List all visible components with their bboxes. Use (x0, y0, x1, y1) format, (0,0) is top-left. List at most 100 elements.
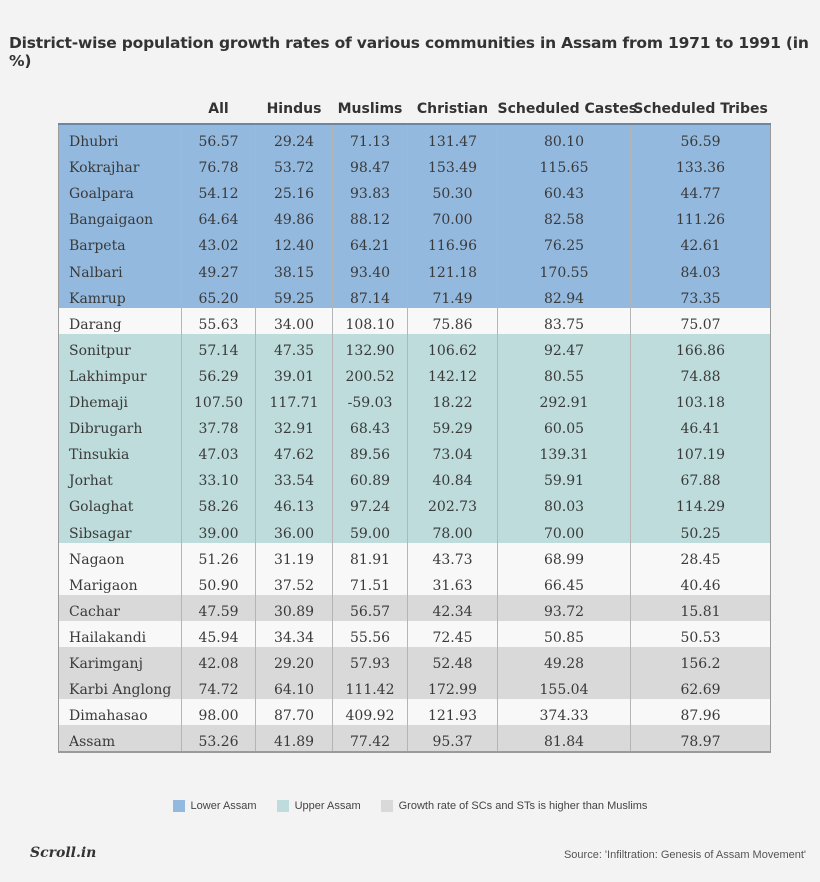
district-name-cell: Kamrup (58, 281, 182, 308)
value-cell: 166.86 (630, 333, 771, 360)
value-cell: 65.20 (181, 281, 256, 308)
value-cell: 29.20 (255, 646, 333, 673)
table-row: Lakhimpur 56.29 39.01 200.52 142.12 80.55 74.8… (58, 359, 771, 386)
value-cell: 76.25 (497, 229, 631, 256)
value-cell: 36.00 (255, 516, 333, 543)
value-cell: 155.04 (497, 672, 631, 700)
value-cell: 71.49 (407, 281, 498, 308)
value-cell: 83.75 (497, 307, 631, 334)
value-cell: 56.29 (181, 359, 256, 386)
district-name-cell: Dibrugarh (58, 412, 182, 439)
value-cell: 131.47 (407, 122, 498, 152)
value-cell: 29.24 (255, 122, 333, 152)
value-cell: 95.37 (407, 725, 498, 754)
district-name-cell: Lakhimpur (58, 359, 182, 386)
value-cell: 50.25 (630, 516, 771, 543)
table-row: Kamrup 65.20 59.25 87.14 71.49 82.94 73.35 (58, 281, 771, 308)
table-row: Darang 55.63 34.00 108.10 75.86 83.75 75.07 (58, 307, 771, 334)
table-row: Dibrugarh 37.78 32.91 68.43 59.29 60.05 46.41 (58, 412, 771, 439)
value-cell: 37.52 (255, 568, 333, 595)
legend-item: Upper Assam (276, 800, 361, 813)
value-cell: 50.30 (407, 177, 498, 204)
district-name-cell: Tinsukia (58, 438, 182, 465)
value-cell: 74.72 (181, 672, 256, 700)
value-cell: 108.10 (332, 307, 408, 334)
column-header: Scheduled Tribes (633, 101, 768, 117)
table-row: Goalpara 54.12 25.16 93.83 50.30 60.43 44.77 (58, 177, 771, 204)
value-cell: 33.10 (181, 464, 256, 491)
legend-swatch (276, 800, 289, 813)
column-header: All (208, 101, 229, 117)
table-row: Sonitpur 57.14 47.35 132.90 106.62 92.47 166.8… (58, 333, 771, 360)
value-cell: 56.57 (181, 122, 256, 152)
legend-label: Growth rate of SCs and STs is higher tha… (398, 800, 648, 813)
data-table: All Hindus Muslims Christian Scheduled Caste… (58, 95, 771, 754)
value-cell: 55.63 (181, 307, 256, 334)
district-name-cell: Jorhat (58, 464, 182, 491)
value-cell: 111.42 (332, 672, 408, 700)
value-cell: 60.43 (497, 177, 631, 204)
value-cell: 68.99 (497, 542, 631, 569)
value-cell: 77.42 (332, 725, 408, 754)
district-name-cell: Kokrajhar (58, 151, 182, 178)
chart-title: District-wise population growth rates of… (9, 34, 809, 70)
value-cell: 82.94 (497, 281, 631, 308)
value-cell: 64.21 (332, 229, 408, 256)
district-name-cell: Marigaon (58, 568, 182, 595)
legend-swatch (380, 800, 393, 813)
value-cell: 202.73 (407, 490, 498, 517)
value-cell: 121.18 (407, 255, 498, 282)
source-note: Source: 'Infiltration: Genesis of Assam … (563, 849, 806, 861)
table-row: Karimganj 42.08 29.20 57.93 52.48 49.28 156.2 (58, 646, 771, 673)
value-cell: 53.26 (181, 725, 256, 754)
table-row: Dimahasao 98.00 87.70 409.92 121.93 374.33 87.… (58, 699, 771, 726)
value-cell: 42.08 (181, 646, 256, 673)
value-cell: 15.81 (630, 594, 771, 621)
value-cell: 74.88 (630, 359, 771, 386)
district-name-cell: Assam (58, 725, 182, 754)
table-row: Karbi Anglong 74.72 64.10 111.42 172.99 155.0… (58, 672, 771, 700)
value-cell: 70.00 (497, 516, 631, 543)
table-row: Barpeta 43.02 12.40 64.21 116.96 76.25 42.61 (58, 229, 771, 256)
value-cell: 46.13 (255, 490, 333, 517)
value-cell: 88.12 (332, 203, 408, 230)
value-cell: 40.46 (630, 568, 771, 595)
value-cell: 117.71 (255, 385, 333, 413)
value-cell: 87.70 (255, 699, 333, 726)
value-cell: 42.34 (407, 594, 498, 621)
table-row: Nalbari 49.27 38.15 93.40 121.18 170.55 84.03 (58, 255, 771, 282)
value-cell: 49.27 (181, 255, 256, 282)
table-row: Sibsagar 39.00 36.00 59.00 78.00 70.00 50.25 (58, 516, 771, 543)
column-header: Christian (416, 101, 489, 117)
value-cell: 33.54 (255, 464, 333, 491)
table-row: Jorhat 33.10 33.54 60.89 40.84 59.91 67.88 (58, 464, 771, 491)
value-cell: 76.78 (181, 151, 256, 178)
value-cell: 45.94 (181, 620, 256, 647)
value-cell: 59.29 (407, 412, 498, 439)
value-cell: 18.22 (407, 385, 498, 413)
district-name-cell: Dhemaji (58, 385, 182, 413)
value-cell: 107.50 (181, 385, 256, 413)
value-cell: 28.45 (630, 542, 771, 569)
value-cell: 60.05 (497, 412, 631, 439)
value-cell: 54.12 (181, 177, 256, 204)
district-name-cell: Nalbari (58, 255, 182, 282)
value-cell: 68.43 (332, 412, 408, 439)
value-cell: 115.65 (497, 151, 631, 178)
legend-label: Upper Assam (294, 800, 361, 813)
value-cell: 49.86 (255, 203, 333, 230)
value-cell: 60.89 (332, 464, 408, 491)
table-row: Hailakandi 45.94 34.34 55.56 72.45 50.85 50.53 (58, 620, 771, 647)
district-name-cell: Dhubri (58, 122, 182, 152)
district-name-cell: Sonitpur (58, 333, 182, 360)
value-cell: 409.92 (332, 699, 408, 726)
value-cell: 374.33 (497, 699, 631, 726)
column-header: Scheduled Castes (497, 101, 638, 117)
value-cell: 34.34 (255, 620, 333, 647)
value-cell: 59.25 (255, 281, 333, 308)
value-cell: 92.47 (497, 333, 631, 360)
value-cell: 43.02 (181, 229, 256, 256)
district-name-cell: Barpeta (58, 229, 182, 256)
district-name-cell: Hailakandi (58, 620, 182, 647)
value-cell: 71.51 (332, 568, 408, 595)
